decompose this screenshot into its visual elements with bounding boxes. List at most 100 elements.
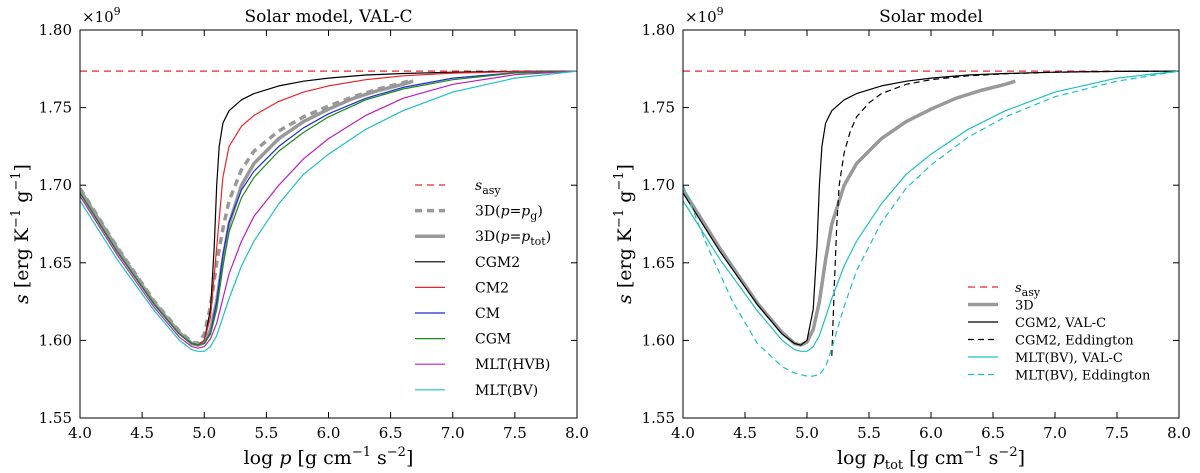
legend-label-sub: tot	[530, 235, 546, 248]
legend-label-var2: p	[521, 204, 530, 220]
x-tick-label: 6.0	[919, 424, 943, 442]
y-label-var: s	[11, 294, 33, 304]
x-tick-label: 5.0	[795, 424, 819, 442]
y-label-end: ]	[614, 164, 636, 171]
legend-label-end: )	[537, 204, 542, 220]
chart-panel-2: 4.0 4.5 5.0 5.5 6.0 6.5 7.0 7.5 8.0 1.55 1.60 1.65 1…	[612, 5, 1191, 473]
legend-label-end: )	[546, 229, 551, 245]
legend-label-main: CGM	[475, 332, 511, 348]
legend-label: 3D(p=pg)	[475, 204, 543, 223]
series-line-mlt-bv-eddington	[683, 70, 1179, 377]
series-group	[683, 70, 1179, 377]
legend: sasy3D(p=pg)3D(p=ptot)CGM2CM2CMCGMMLT(HV…	[415, 178, 551, 399]
x-tick-label: 4.0	[68, 424, 92, 442]
legend-label: CGM2	[475, 255, 520, 271]
x-tick-label: 5.0	[192, 424, 216, 442]
legend-label: CGM2, VAL-C	[1015, 316, 1106, 331]
y-tick-label: 1.60	[642, 331, 675, 349]
legend-label: CGM	[475, 332, 511, 348]
legend-label-main: s	[475, 178, 482, 194]
legend-label: 3D	[1015, 299, 1034, 314]
x-tick-label: 4.0	[671, 424, 695, 442]
legend-label: 3D(p=ptot)	[475, 229, 551, 248]
y-axis-label: s [erg K−1 g−1]	[9, 164, 33, 304]
y-label-exp2: −1	[612, 171, 627, 190]
y-label-mid: g	[11, 191, 33, 209]
x-tick-label: 6.5	[379, 424, 403, 442]
chart-panel-1: 4.0 4.5 5.0 5.5 6.0 6.5 7.0 7.5 8.0 1.55 1.60 1.65 1…	[9, 5, 589, 469]
series-line-3d-p-p-g-	[80, 78, 414, 346]
y-tick-label: 1.65	[642, 254, 675, 272]
series-line-mlt-hvb-	[80, 70, 577, 349]
legend-label-eq: =	[510, 204, 522, 220]
x-tick-label: 7.5	[1105, 424, 1129, 442]
legend-label-main: CGM2, Eddington	[1015, 334, 1134, 349]
y-label-end: ]	[11, 164, 33, 171]
legend-label-var: p	[501, 229, 510, 245]
legend-label-main: CM	[475, 306, 500, 322]
legend-label-main: s	[1015, 281, 1022, 296]
x-label-prefix: log	[244, 447, 280, 469]
x-label-exp2: −2	[387, 445, 406, 460]
legend-label-main: 3D(	[475, 204, 501, 220]
x-tick-label: 8.0	[1167, 424, 1191, 442]
x-label-var: p	[279, 447, 291, 469]
x-tick-label: 5.5	[857, 424, 881, 442]
x-tick-label: 5.5	[254, 424, 278, 442]
y-label-mid: g	[614, 191, 636, 209]
x-label-mid: s	[371, 447, 387, 469]
legend-label: CGM2, Eddington	[1015, 334, 1134, 349]
y-label-var: s	[614, 294, 636, 304]
x-label-sub: tot	[885, 458, 904, 473]
legend-label: CM2	[475, 280, 509, 296]
y-multiplier: ×109	[82, 5, 121, 26]
y-multiplier-base: ×10	[685, 8, 717, 26]
legend-label: MLT(BV), Eddington	[1015, 369, 1151, 384]
legend-label-main: CGM2	[475, 255, 520, 271]
x-tick-label: 4.5	[130, 424, 154, 442]
legend-label-sub: asy	[482, 184, 501, 197]
x-label-exp2: −2	[998, 445, 1017, 460]
x-tick-label: 7.5	[503, 424, 527, 442]
y-multiplier-base: ×10	[82, 8, 114, 26]
y-label-exp1: −1	[612, 209, 627, 228]
x-tick-label: 6.5	[981, 424, 1005, 442]
series-group	[80, 70, 577, 352]
y-tick-label: 1.80	[642, 21, 675, 39]
y-tick-label: 1.55	[39, 409, 72, 427]
legend-label-var2: p	[521, 229, 530, 245]
legend-label: sasy	[475, 178, 501, 197]
y-multiplier-exp: 9	[717, 5, 724, 18]
y-tick-label: 1.75	[39, 99, 72, 117]
x-tick-label: 7.0	[1043, 424, 1067, 442]
legend-label-main: 3D	[1015, 299, 1034, 314]
legend-label: MLT(BV), VAL-C	[1015, 351, 1123, 366]
x-tick-label: 4.5	[733, 424, 757, 442]
x-label-var: p	[873, 447, 885, 469]
y-tick-label: 1.70	[642, 176, 675, 194]
y-tick-label: 1.75	[642, 99, 675, 117]
x-label-units: [g cm	[292, 447, 352, 469]
y-label-units: [erg K	[11, 227, 33, 294]
x-label-end: ]	[406, 447, 413, 469]
legend-label: sasy	[1015, 281, 1041, 299]
x-label-mid: s	[983, 447, 999, 469]
x-label-units: [g cm	[903, 447, 963, 469]
series-line-mlt-bv-	[80, 70, 577, 352]
x-axis-label: log p [g cm−1 s−2]	[244, 445, 414, 469]
series-line-3d-p-p-tot-	[80, 79, 414, 347]
x-tick-label: 6.0	[317, 424, 341, 442]
legend-label: MLT(HVB)	[475, 357, 550, 373]
x-label-exp1: −1	[352, 445, 371, 460]
series-line-3d	[683, 79, 1016, 347]
y-label-units: [erg K	[614, 227, 636, 294]
series-line-mlt-bv-val-c	[683, 70, 1179, 352]
y-label-exp1: −1	[9, 209, 24, 228]
legend-label-main: 3D(	[475, 229, 501, 245]
legend-label-sub: asy	[1022, 286, 1041, 299]
x-label-prefix: log	[837, 447, 873, 469]
y-multiplier: ×109	[685, 5, 724, 26]
series-line-cgm2-eddington	[831, 70, 1179, 356]
y-label-exp2: −1	[9, 171, 24, 190]
